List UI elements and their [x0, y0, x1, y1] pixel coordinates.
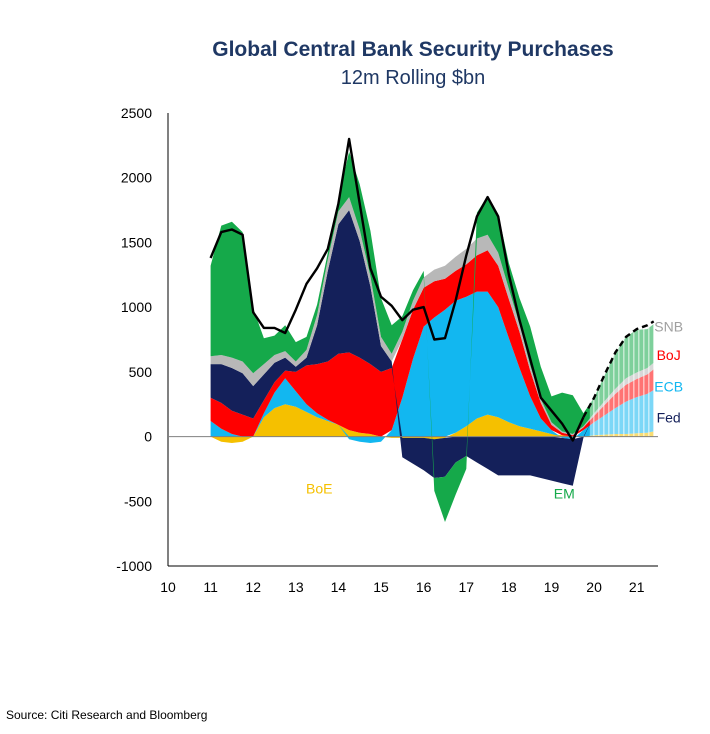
- x-tick-label: 13: [288, 579, 304, 595]
- x-tick-label: 17: [458, 579, 474, 595]
- x-tick-label: 19: [544, 579, 560, 595]
- x-tick-label: 10: [160, 579, 176, 595]
- chart-subtitle: 12m Rolling $bn: [341, 67, 486, 89]
- series-area-boj: [210, 250, 654, 437]
- series-label-boj: BoJ: [657, 347, 681, 363]
- tick-labels: 2500 2000 1500 1000 500 0 -500 -1000 10 11 12 13 14 1…: [116, 105, 645, 595]
- x-tick-label: 11: [203, 579, 218, 595]
- axes: [167, 113, 658, 567]
- x-tick-label: 12: [245, 579, 261, 595]
- y-tick-label: 1000: [121, 299, 152, 315]
- y-tick-label: -1000: [116, 558, 152, 574]
- y-tick-label: 500: [129, 364, 153, 380]
- series-area-fed: [210, 404, 654, 443]
- y-tick-label: 1500: [121, 234, 152, 250]
- total-line-forecast: [582, 320, 655, 418]
- series-label-snb: SNB: [654, 319, 683, 335]
- y-tick-label: 2000: [121, 170, 152, 186]
- series-label-em: EM: [554, 486, 575, 502]
- total-line-group: [209, 137, 655, 442]
- series-label-fed: Fed: [657, 409, 681, 425]
- x-tick-label: 18: [501, 579, 517, 595]
- series-label-boe: BoE: [306, 481, 332, 497]
- y-tick-label: 0: [144, 429, 152, 445]
- series-areas: [210, 113, 658, 566]
- x-tick-label: 16: [416, 579, 432, 595]
- series-label-ecb: ECB: [654, 378, 683, 394]
- annotations: SNB BoJ ECB Fed BoE EM: [306, 319, 683, 502]
- total-line: [209, 137, 585, 442]
- x-tick-label: 14: [331, 579, 347, 595]
- x-tick-label: 21: [629, 579, 645, 595]
- x-tick-label: 20: [586, 579, 602, 595]
- source-note: Source: Citi Research and Bloomberg: [6, 708, 208, 722]
- chart-title: Global Central Bank Security Purchases: [212, 38, 613, 61]
- series-area-ecb: [210, 291, 654, 443]
- x-tick-label: 15: [373, 579, 389, 595]
- y-tick-label: -500: [124, 493, 152, 509]
- y-tick-label: 2500: [121, 105, 152, 121]
